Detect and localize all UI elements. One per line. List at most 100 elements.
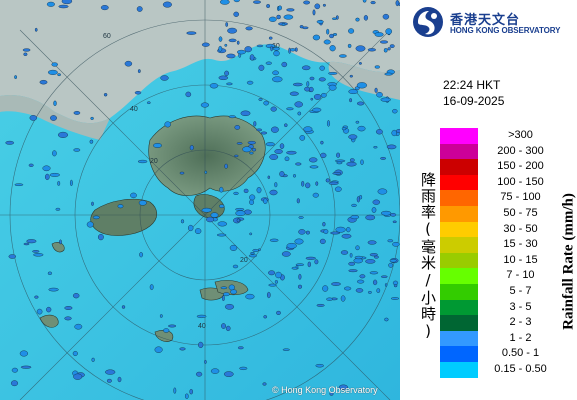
rain-echo	[216, 233, 227, 237]
rain-echo	[91, 357, 95, 362]
rain-echo	[98, 234, 104, 241]
rain-echo	[274, 182, 278, 188]
rain-echo	[189, 145, 194, 151]
rain-echo	[184, 393, 189, 399]
rain-echo	[289, 91, 299, 96]
rain-echo	[286, 242, 297, 249]
rain-echo	[46, 306, 52, 313]
rain-echo	[72, 351, 78, 357]
rain-echo	[20, 365, 32, 369]
rain-echo	[392, 241, 400, 247]
rain-echo	[329, 391, 334, 396]
rain-echo	[8, 254, 17, 259]
rain-echo	[276, 14, 281, 20]
rain-echo	[42, 165, 51, 172]
rain-echo	[355, 120, 360, 124]
rain-echo	[217, 221, 228, 227]
rain-echo	[137, 69, 141, 74]
rain-echo	[187, 224, 194, 232]
rain-echo	[204, 359, 207, 364]
rain-echo	[348, 28, 355, 34]
rain-echo	[326, 297, 333, 301]
rain-echo	[209, 83, 219, 89]
rain-echo	[154, 346, 163, 353]
rain-echo	[73, 111, 81, 115]
rain-echo	[219, 204, 225, 208]
rain-echo	[61, 0, 73, 5]
rain-echo	[389, 44, 395, 48]
rain-echo	[355, 17, 360, 22]
rain-echo	[308, 86, 314, 93]
rain-echo	[322, 285, 329, 292]
legend-title-english-text: Rainfall Rate (mm/h)	[560, 193, 577, 330]
rain-echo	[57, 73, 61, 77]
rain-echo	[47, 271, 52, 275]
rain-echo	[320, 93, 327, 98]
rain-echo	[391, 129, 397, 137]
rain-echo	[232, 264, 239, 269]
rain-echo	[374, 32, 384, 37]
legend-row: 2 - 3	[440, 315, 575, 332]
rain-echo	[225, 325, 231, 332]
rain-echo	[354, 255, 363, 260]
rain-echo	[134, 90, 142, 95]
legend-row: 10 - 15	[440, 252, 575, 269]
legend-range-label: 3 - 5	[509, 300, 532, 313]
rain-echo	[266, 291, 271, 299]
rain-echo	[201, 42, 210, 47]
rain-echo	[272, 47, 280, 51]
legend-swatch	[440, 299, 478, 316]
observation-time: 22:24 HKT	[443, 78, 501, 92]
ring-label: 20	[240, 257, 248, 264]
rain-echo	[381, 210, 392, 216]
legend-row: 0.15 - 0.50	[440, 362, 575, 378]
rain-echo	[159, 314, 163, 318]
hko-emblem-icon	[413, 7, 443, 37]
rain-echo	[384, 317, 389, 322]
rain-echo	[274, 280, 278, 284]
rain-echo	[295, 162, 302, 166]
rain-echo	[357, 279, 365, 284]
rain-echo	[295, 263, 305, 267]
rain-echo	[286, 8, 295, 12]
rain-echo	[70, 179, 73, 187]
rain-echo	[294, 47, 298, 52]
rain-echo	[256, 44, 264, 48]
legend-row: >300	[440, 128, 575, 144]
rain-echo	[230, 289, 238, 295]
rain-echo	[316, 303, 325, 307]
legend-swatch	[440, 174, 478, 191]
rain-echo	[163, 328, 170, 333]
rain-echo	[356, 82, 368, 89]
rain-echo	[72, 293, 80, 299]
rain-echo	[256, 187, 262, 194]
rain-echo	[276, 310, 281, 315]
legend-range-label: 100 - 150	[497, 175, 544, 188]
ring-label: 40	[198, 323, 206, 330]
rain-echo	[384, 72, 393, 76]
rain-echo	[256, 128, 263, 132]
rain-echo	[363, 14, 368, 21]
rain-echo	[312, 107, 322, 113]
rain-echo	[139, 252, 144, 258]
rain-echo	[305, 182, 311, 189]
rain-echo	[58, 131, 69, 138]
rain-echo	[275, 271, 282, 279]
rain-echo	[253, 0, 261, 4]
rain-echo	[288, 47, 291, 54]
rain-echo	[376, 288, 381, 293]
legend-swatch	[440, 362, 478, 378]
rain-echo	[329, 33, 334, 39]
rain-echo	[389, 259, 397, 263]
range-axis	[19, 29, 391, 400]
rain-echo	[149, 284, 154, 290]
rain-echo	[200, 102, 210, 108]
legend-row: 5 - 7	[440, 284, 575, 300]
legend-row: 150 - 200	[440, 159, 575, 176]
rain-echo	[346, 227, 351, 233]
rain-echo	[370, 1, 376, 5]
rain-echo	[349, 74, 353, 78]
rain-echo	[358, 62, 362, 65]
rain-echo	[367, 240, 377, 245]
rain-echo	[286, 107, 294, 111]
